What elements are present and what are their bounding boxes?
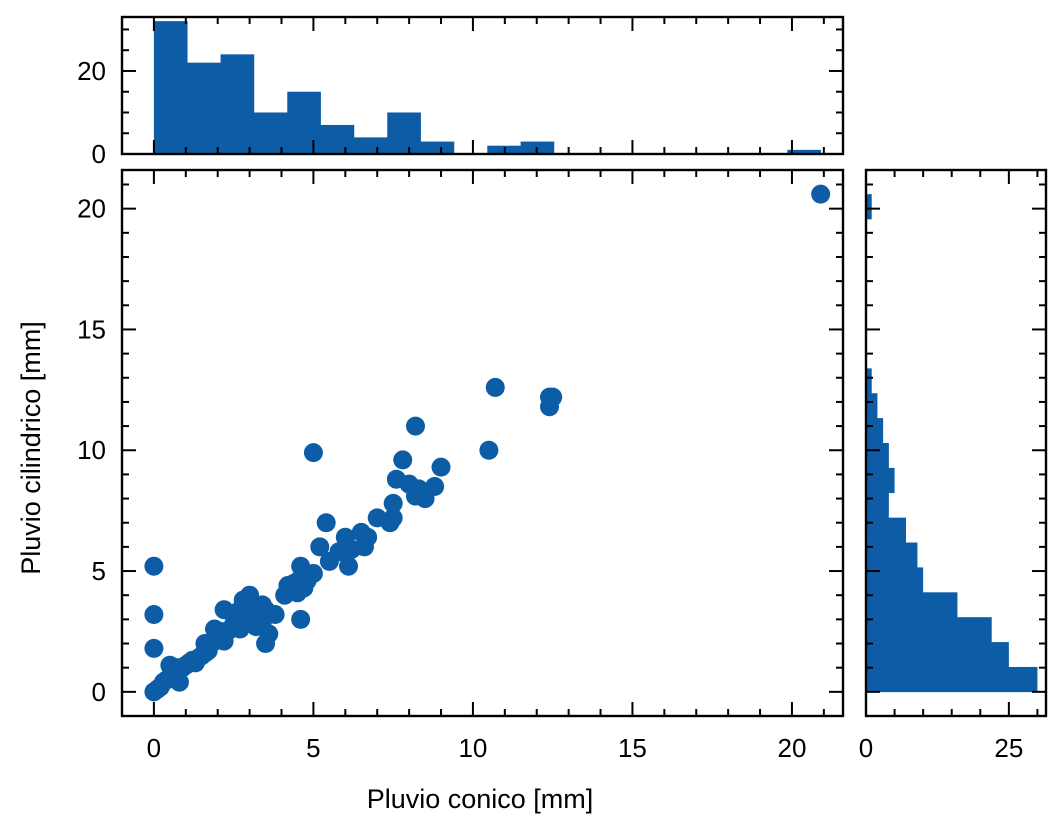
right-histogram-bar — [866, 542, 918, 568]
top-histogram-bar — [287, 91, 321, 154]
right-histogram-tick-labels: 0 25 — [859, 733, 1024, 763]
scatter-point — [431, 457, 451, 477]
right-histogram-bar — [866, 418, 884, 444]
scatter-point — [358, 527, 378, 547]
right-x-tick-label: 0 — [859, 733, 873, 763]
scatter-point — [303, 443, 323, 463]
x-tick-label: 0 — [147, 733, 161, 763]
x-tick-labels: 0 5 10 15 20 — [147, 733, 807, 763]
x-axis-label: Pluvio conico [mm] — [367, 784, 594, 814]
right-histogram-panel: 0 25 — [859, 168, 1048, 763]
scatter-point — [393, 450, 413, 470]
right-histogram-bar — [866, 592, 958, 618]
y-tick-label: 5 — [92, 556, 106, 586]
top-histogram-frame — [120, 15, 845, 156]
top-y-tick-label: 20 — [77, 56, 106, 86]
x-tick-label: 10 — [458, 733, 487, 763]
scatter-point — [265, 605, 285, 625]
top-histogram-bar — [153, 21, 188, 155]
right-histogram-bar — [866, 617, 992, 643]
top-histogram-bar — [220, 54, 255, 154]
scatter-point — [144, 556, 164, 576]
right-histogram-bar — [866, 666, 1038, 693]
scatter-point — [383, 508, 403, 528]
scatter-point — [406, 416, 425, 436]
scatter-point — [144, 605, 164, 625]
right-histogram-bar — [866, 517, 906, 543]
right-histogram-bar — [866, 194, 872, 220]
scatter-points — [144, 184, 831, 702]
top-histogram-panel: 0 20 — [77, 15, 845, 169]
y-tick-labels: 0 5 10 15 20 — [77, 194, 106, 707]
x-tick-label: 15 — [618, 733, 647, 763]
x-tick-label: 20 — [777, 733, 806, 763]
scatter-point — [543, 387, 563, 407]
y-tick-label: 10 — [77, 435, 106, 465]
right-histogram-bar — [866, 492, 889, 518]
top-histogram-bar — [353, 137, 388, 154]
top-histogram-bar — [320, 124, 355, 154]
top-histogram-bar — [420, 141, 455, 154]
top-histogram-bar — [187, 62, 221, 154]
top-histogram-bar — [787, 149, 821, 154]
scatter-frame — [120, 168, 845, 718]
y-tick-label: 0 — [92, 677, 106, 707]
scatter-point — [425, 476, 445, 496]
right-x-tick-label: 25 — [994, 733, 1023, 763]
right-histogram-bar — [866, 393, 878, 419]
scatter-point — [144, 638, 164, 658]
top-y-tick-label: 0 — [92, 139, 106, 169]
y-axis-label: Pluvio cilindrico [mm] — [16, 321, 46, 575]
scatter-point — [339, 556, 359, 576]
right-histogram-frame — [864, 168, 1048, 718]
y-tick-label: 15 — [77, 314, 106, 344]
top-histogram-bars — [153, 21, 821, 155]
x-tick-label: 5 — [306, 733, 320, 763]
scatter-point — [169, 672, 189, 692]
scatter-point — [303, 563, 323, 583]
scatter-point — [310, 537, 330, 557]
top-histogram-bar — [253, 112, 288, 154]
scatter-point — [811, 184, 831, 204]
right-histogram-bar — [866, 467, 895, 494]
scatter-panel: 0 5 10 15 20 0 5 10 15 20 Pluvio conico [mm] Plu… — [16, 168, 845, 814]
scatter-point — [479, 440, 499, 460]
top-histogram-bar — [387, 112, 421, 154]
scatter-point — [485, 377, 505, 397]
scatter-point — [259, 624, 279, 644]
scatter-point — [383, 493, 403, 513]
scatter-point — [291, 609, 311, 629]
y-tick-label: 20 — [77, 194, 106, 224]
right-histogram-bar — [866, 368, 872, 394]
right-histogram-bar — [866, 443, 889, 469]
right-histogram-bar — [866, 642, 1009, 668]
scatter-point — [316, 513, 336, 533]
top-histogram-tick-labels: 0 20 — [77, 56, 106, 169]
